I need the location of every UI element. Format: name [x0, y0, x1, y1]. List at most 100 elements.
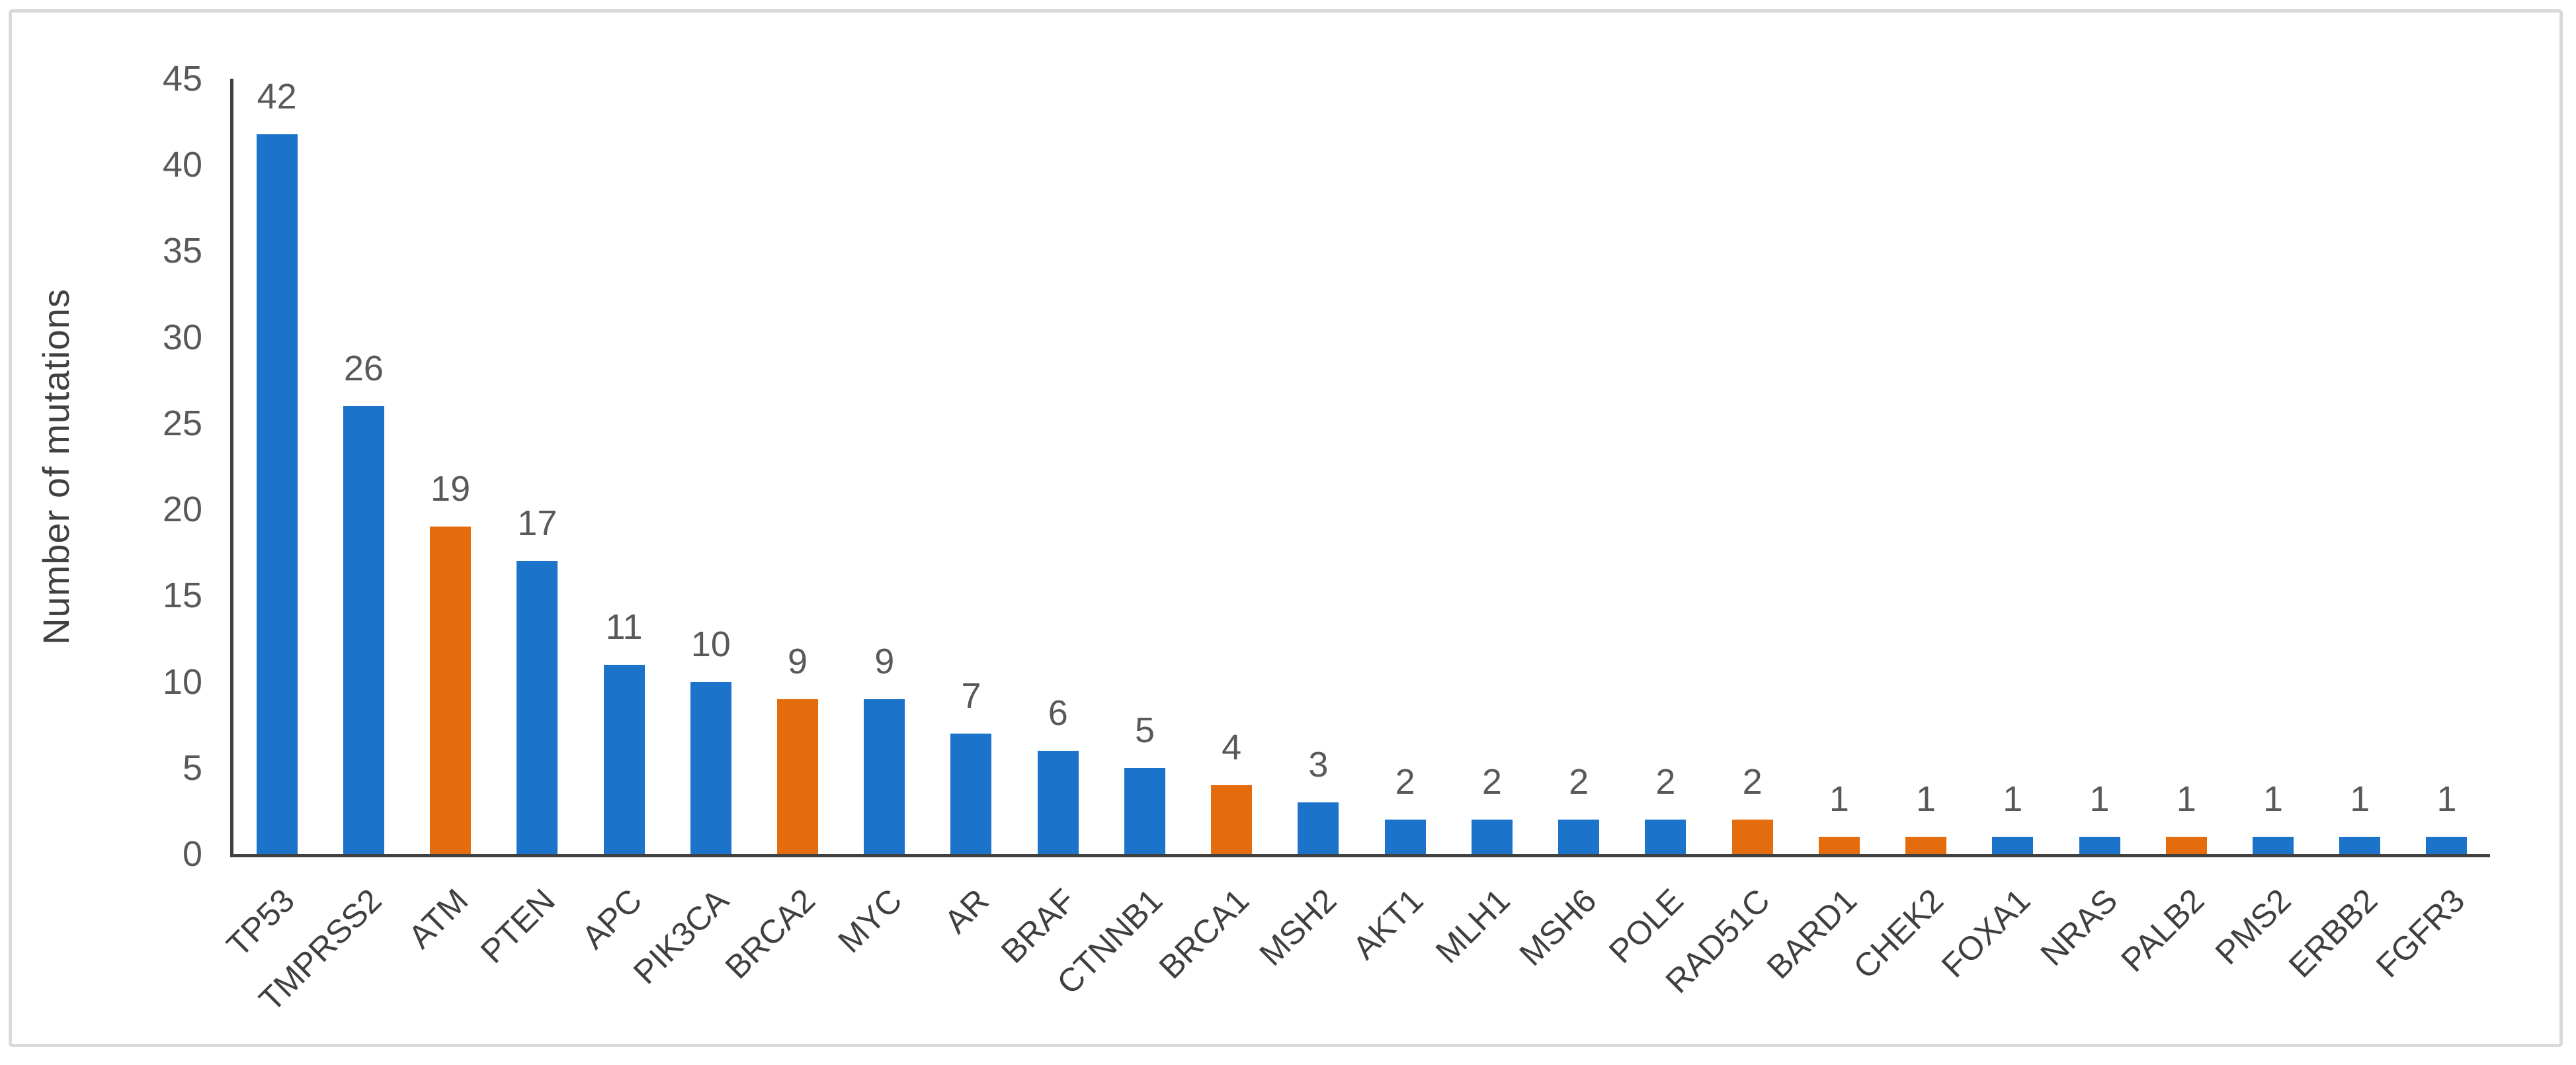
bar-slot-rad51c: 2 RAD51C: [1659, 79, 1796, 1000]
category-label: MSH6: [1512, 881, 1604, 973]
category-label: PTEN: [473, 881, 562, 970]
bar-slot-fgfr3: 1 FGFR3: [2368, 79, 2490, 984]
bar-slot-msh6: 2 MSH6: [1513, 79, 1622, 973]
bar-slot-atm: 19 ATM: [401, 79, 493, 955]
value-label: 19: [431, 469, 471, 509]
bar: [1471, 819, 1513, 854]
category-label: PIK3CA: [626, 881, 736, 992]
value-label: 1: [1829, 779, 1849, 819]
value-label: 10: [690, 624, 731, 664]
category-label: FGFR3: [2368, 881, 2472, 985]
bar: [343, 405, 384, 854]
value-label: 7: [961, 675, 981, 716]
bar-slot-bard1: 1 BARD1: [1760, 79, 1882, 986]
value-label: 9: [788, 641, 808, 681]
bar: [1731, 819, 1773, 854]
bar: [1037, 750, 1079, 854]
bar: [1818, 836, 1860, 854]
bar-slot-pten: 17 PTEN: [474, 79, 581, 970]
plot-area: 42 TP53 26 TMPRSS2 19 ATM 17 PTEN 11 APC 10 PIK3CA 9…: [220, 77, 2490, 1019]
bar-slot-pms2: 1 PMS2: [2208, 79, 2316, 972]
value-label: 5: [1134, 710, 1155, 750]
category-label: BRCA1: [1152, 881, 1257, 986]
category-label: MYC: [831, 881, 909, 960]
y-tick-label: 45: [162, 59, 202, 99]
bar-slot-akt1: 2 AKT1: [1345, 79, 1448, 966]
bar: [1384, 819, 1426, 854]
bar-slot-erbb2: 1 ERBB2: [2282, 79, 2403, 984]
bar-slot-chek2: 1 CHEK2: [1847, 79, 1969, 986]
bar: [603, 664, 645, 854]
category-label: ATM: [401, 881, 476, 956]
chart-frame: Number of mutations 0 5 10 15 20 25 30 35 40 45 4…: [9, 9, 2563, 1047]
value-label: 1: [2350, 779, 2370, 819]
bar: [1992, 836, 2034, 854]
category-label: CHEK2: [1847, 881, 1951, 986]
category-label: APC: [574, 881, 649, 957]
bar: [1124, 767, 1165, 854]
bar: [517, 561, 558, 854]
bar: [1558, 819, 1600, 854]
bar: [1211, 785, 1253, 854]
y-tick-label: 25: [162, 403, 202, 443]
bar: [430, 527, 472, 854]
bar: [777, 699, 819, 854]
value-label: 2: [1742, 761, 1763, 802]
value-label: 9: [874, 641, 895, 681]
bar: [1645, 819, 1686, 854]
bar: [864, 699, 905, 854]
bar-slot-apc: 11 APC: [575, 79, 667, 957]
y-tick-label: 15: [162, 575, 202, 616]
bar: [950, 733, 992, 854]
value-label: 1: [2436, 779, 2457, 819]
bar-slot-brca2: 9 BRCA2: [718, 79, 841, 986]
value-label: 3: [1308, 744, 1329, 785]
value-label: 6: [1048, 693, 1068, 733]
bar-slot-nras: 1 NRAS: [2033, 79, 2143, 973]
value-label: 1: [2176, 779, 2196, 819]
category-label: FOXA1: [1934, 881, 2038, 985]
bar: [2339, 836, 2381, 854]
bar: [2253, 836, 2294, 854]
bar: [2079, 836, 2120, 854]
y-tick-label: 40: [162, 145, 202, 185]
category-label: NRAS: [2033, 881, 2125, 973]
bar: [690, 681, 731, 854]
bar-slot-pole: 2 POLE: [1602, 79, 1709, 970]
category-label: ERBB2: [2282, 881, 2385, 985]
value-label: 1: [2263, 779, 2284, 819]
category-label: MLH1: [1428, 881, 1517, 970]
value-label: 2: [1395, 761, 1415, 802]
bar: [256, 134, 298, 854]
value-label: 4: [1222, 727, 1242, 767]
value-label: 1: [2003, 779, 2023, 819]
bar-slot-tp53: 42 TP53: [220, 77, 320, 964]
bar: [1905, 836, 1947, 854]
value-label: 42: [257, 77, 297, 116]
bar: [2165, 836, 2207, 854]
category-label: BRCA2: [718, 881, 823, 986]
y-tick-label: 10: [162, 661, 202, 702]
value-label: 2: [1569, 761, 1589, 802]
value-label: 1: [1916, 779, 1936, 819]
bar: [2426, 836, 2468, 854]
y-tick-label: 0: [182, 834, 202, 874]
category-label: TP53: [219, 881, 302, 964]
y-tick-label: 20: [162, 490, 202, 530]
bar: [1298, 802, 1339, 854]
bar-slot-mlh1: 2 MLH1: [1428, 79, 1535, 970]
bar-slot-tmprss2: 26 TMPRSS2: [252, 79, 407, 1019]
y-tick-label: 30: [162, 317, 202, 357]
value-label: 17: [517, 503, 558, 544]
bar-slot-ctnnb1: 5 CTNNB1: [1050, 79, 1188, 1001]
value-label: 11: [605, 607, 643, 647]
category-label: PALB2: [2114, 881, 2212, 979]
bar-slot-foxa1: 1 FOXA1: [1934, 79, 2056, 984]
bar-slot-pik3ca: 10 PIK3CA: [626, 79, 754, 992]
y-axis-tick-labels: 0 5 10 15 20 25 30 35 40 45: [12, 61, 202, 872]
bar-slot-msh2: 3 MSH2: [1252, 79, 1362, 973]
bar-slot-myc: 9 MYC: [831, 79, 928, 960]
value-label: 2: [1481, 761, 1502, 802]
bar-slot-braf: 6 BRAF: [994, 79, 1101, 970]
